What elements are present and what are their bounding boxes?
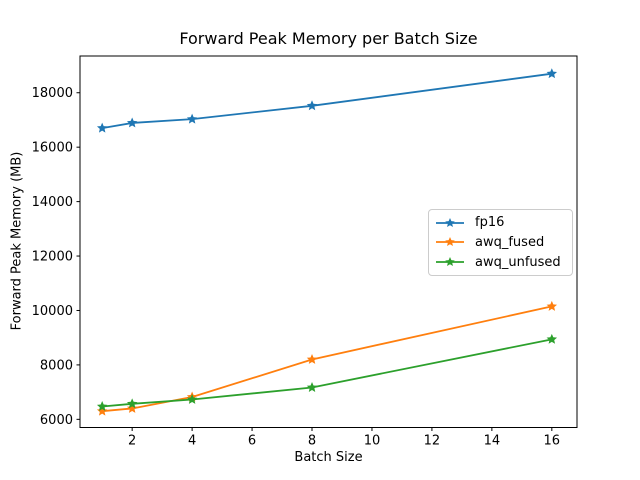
x-tick-label: 6 xyxy=(248,434,256,449)
y-tick-label: 14000 xyxy=(32,195,73,210)
marker-fp16 xyxy=(186,113,198,124)
plot-line-awq_fused xyxy=(101,305,553,413)
x-axis-label: Batch Size xyxy=(294,450,363,465)
marker-fp16 xyxy=(546,68,558,79)
x-tick-label: 16 xyxy=(544,434,561,449)
marker-awq_unfused xyxy=(546,333,558,344)
x-tick-label: 12 xyxy=(424,434,441,449)
legend-entry-awq-unfused: awq_unfused xyxy=(435,253,566,272)
y-tick-label: 18000 xyxy=(32,86,73,101)
y-tick-label: 16000 xyxy=(32,141,73,156)
plot-line-fp16 xyxy=(101,72,553,130)
y-tick-label: 12000 xyxy=(32,250,73,265)
y-tick-label: 8000 xyxy=(40,358,73,373)
chart-title: Forward Peak Memory per Batch Size xyxy=(179,29,478,48)
y-tick-label: 10000 xyxy=(32,304,73,319)
marker-awq_fused xyxy=(546,300,558,311)
legend-entry-awq-fused: awq_fused xyxy=(435,233,566,252)
marker-fp16 xyxy=(126,117,138,128)
marker-fp16 xyxy=(306,100,318,111)
marker-fp16 xyxy=(96,122,108,133)
marker-awq_fused xyxy=(126,402,138,413)
legend-line-sample-awq-unfused xyxy=(436,257,464,267)
x-tick-label: 8 xyxy=(308,434,316,449)
plot-line-awq_unfused xyxy=(101,338,553,408)
legend-label: awq_unfused xyxy=(475,254,561,270)
axes-frame xyxy=(79,55,578,428)
y-tick-label: 6000 xyxy=(40,413,73,428)
marker-awq_unfused xyxy=(186,393,198,404)
legend-star-icon xyxy=(445,257,455,267)
x-tick-label: 14 xyxy=(484,434,501,449)
legend-line-sample-fp16 xyxy=(436,217,464,227)
x-tick-label: 2 xyxy=(128,434,136,449)
marker-awq_unfused xyxy=(306,381,318,392)
marker-awq_fused xyxy=(96,405,108,416)
legend: fp16 awq_fused awq_unfused xyxy=(428,209,573,276)
legend-star-icon xyxy=(445,237,455,247)
marker-awq_fused xyxy=(306,353,318,364)
legend-line-sample-awq-fused xyxy=(436,237,464,247)
marker-awq_unfused xyxy=(96,401,108,411)
x-tick-label: 10 xyxy=(364,434,381,449)
legend-label: fp16 xyxy=(475,215,505,231)
x-tick-label: 4 xyxy=(188,434,196,449)
marker-awq_unfused xyxy=(126,398,138,409)
legend-entry-fp16: fp16 xyxy=(435,213,566,232)
legend-star-icon xyxy=(445,217,455,227)
legend-label: awq_fused xyxy=(475,234,545,250)
